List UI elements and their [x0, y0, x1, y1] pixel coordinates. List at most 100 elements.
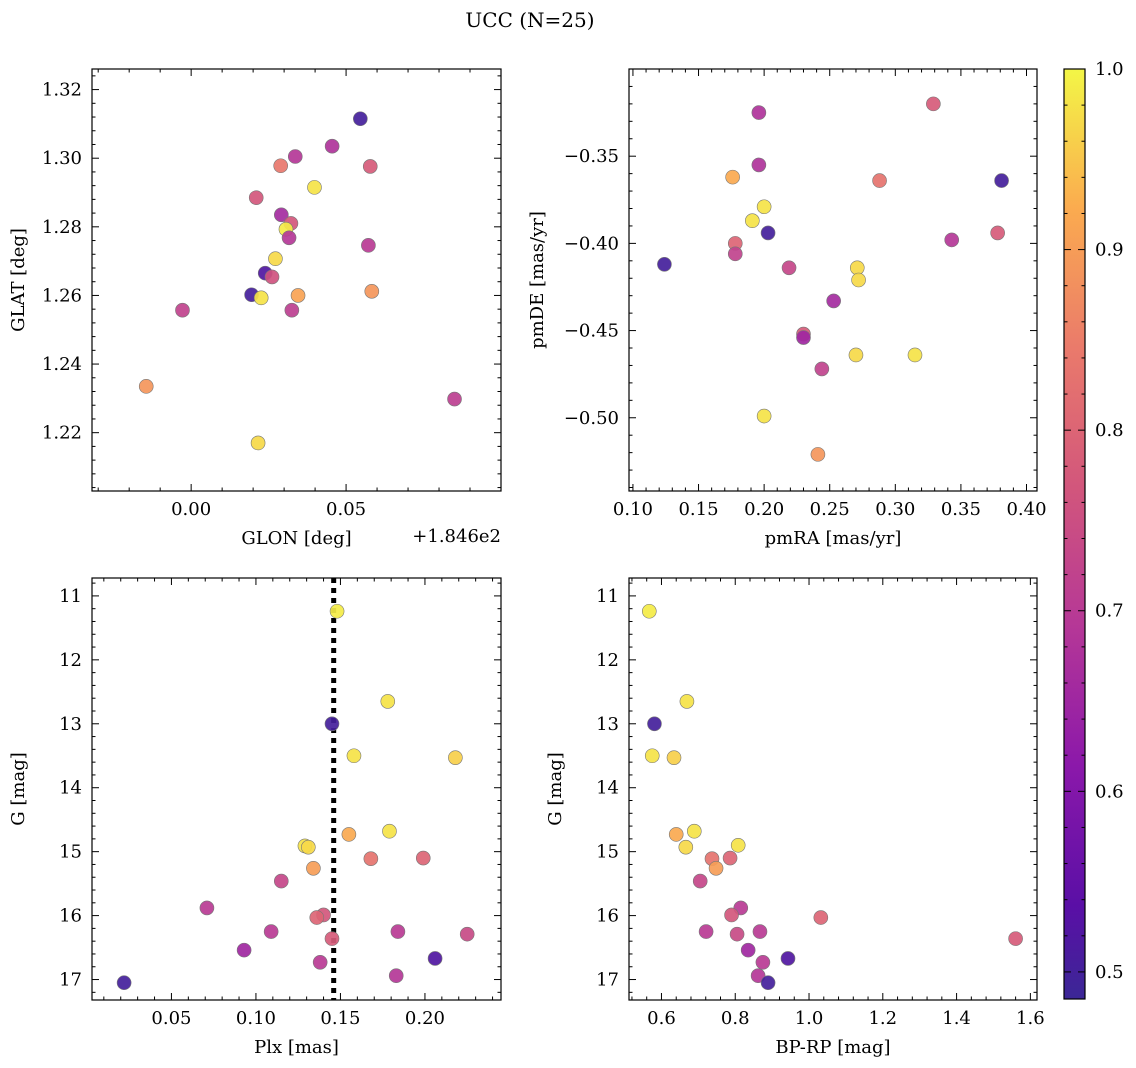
x-tick-label: 1.6	[1016, 1008, 1045, 1029]
y-tick-label: −0.45	[564, 321, 619, 342]
scatter-point	[810, 447, 826, 462]
y-tick-label: −0.40	[564, 233, 619, 254]
scatter-point	[907, 347, 923, 363]
scatter-point	[722, 850, 738, 866]
scatter-point	[459, 926, 475, 942]
x-offset-label: +1.846e2	[412, 526, 501, 547]
scatter-point	[780, 951, 796, 966]
y-tick-label: 14	[596, 778, 619, 799]
y-tick-label: 15	[596, 842, 619, 863]
panel-plx-g: 0.05 0.10 0.15 0.20 11 12 13 14 15 16 17 Plx [mas] G…	[8, 577, 502, 1058]
scatter-point	[312, 954, 328, 970]
x-axis-label: GLON [deg]	[241, 528, 351, 549]
scatter-point	[944, 232, 960, 248]
plot-area	[138, 111, 462, 451]
scatter-point	[727, 246, 743, 262]
x-tick-label: 1.0	[795, 1008, 824, 1029]
y-tick-label: 12	[59, 650, 82, 671]
scatter-point	[781, 260, 797, 276]
scatter-point	[382, 823, 397, 839]
scatter-point	[341, 827, 357, 842]
panel-glon-glat: 0.00 0.05 1.22 1.24 1.26 1.28 1.30 1.32 GLON [de…	[8, 68, 502, 549]
scatter-point	[756, 199, 772, 215]
y-tick-label: 16	[596, 906, 619, 927]
scatter-point	[724, 907, 739, 923]
x-tick-label: 0.05	[151, 1008, 191, 1029]
scatter-point	[990, 225, 1005, 241]
scatter-point	[324, 931, 340, 946]
scatter-point	[309, 910, 325, 925]
scatter-point	[796, 330, 811, 345]
figure-title: UCC (N=25)	[465, 8, 594, 32]
scatter-point	[657, 257, 672, 272]
scatter-point	[363, 851, 379, 866]
colorbar-tick-label: 0.7	[1095, 601, 1124, 622]
y-tick-label: 1.28	[42, 217, 82, 238]
scatter-point	[364, 284, 380, 299]
scatter-point	[199, 900, 215, 916]
scatter-point	[752, 924, 768, 939]
scatter-point	[175, 302, 190, 318]
plot-area	[641, 603, 1023, 991]
scatter-point	[388, 968, 404, 984]
scatter-point	[248, 190, 264, 205]
scatter-point	[306, 860, 321, 876]
colorbar-gradient	[1063, 68, 1086, 1000]
scatter-point	[236, 942, 252, 958]
y-tick-label: 16	[59, 906, 82, 927]
scatter-point	[273, 158, 288, 174]
scatter-point	[725, 169, 740, 185]
plot-area	[657, 96, 1009, 462]
scatter-point	[116, 975, 132, 991]
scatter-point	[745, 213, 760, 229]
scatter-point	[686, 823, 702, 839]
scatter-point	[324, 716, 340, 732]
x-axis-label: pmRA [mas/yr]	[765, 528, 902, 549]
colorbar-tick-label: 0.6	[1095, 781, 1124, 802]
scatter-point	[708, 860, 724, 876]
y-tick-label: 13	[59, 714, 82, 735]
scatter-point	[849, 260, 865, 276]
scatter-point	[751, 105, 767, 120]
scatter-point	[263, 924, 279, 939]
colorbar: 0.5 0.6 0.7 0.8 0.9 1.0	[1063, 59, 1124, 1000]
scatter-point	[307, 180, 322, 195]
scatter-point	[390, 924, 406, 939]
scatter-point	[647, 716, 662, 732]
scatter-point	[813, 910, 829, 925]
y-tick-label: −0.35	[564, 146, 619, 167]
scatter-point	[353, 111, 368, 127]
y-tick-label: 12	[596, 650, 619, 671]
x-tick-label: 0.05	[326, 499, 366, 520]
scatter-point	[290, 288, 306, 303]
scatter-point	[740, 942, 756, 958]
axes-frame	[91, 68, 502, 492]
x-tick-label: 0.20	[405, 1008, 445, 1029]
scatter-point	[274, 207, 289, 223]
scatter-point	[666, 750, 682, 765]
scatter-point	[253, 290, 269, 306]
y-axis-label: GLAT [deg]	[8, 228, 29, 332]
y-axis-label: G [mag]	[8, 752, 29, 825]
colorbar-tick-label: 0.9	[1095, 240, 1124, 261]
scatter-point	[698, 924, 714, 939]
y-tick-label: 13	[596, 714, 619, 735]
y-tick-label: 1.24	[42, 354, 82, 375]
x-tick-label: 0.00	[171, 499, 211, 520]
x-tick-label: 0.10	[236, 1008, 276, 1029]
y-tick-label: −0.50	[564, 408, 619, 429]
scatter-point	[346, 748, 362, 764]
y-tick-label: 14	[59, 778, 82, 799]
scatter-point	[756, 408, 772, 424]
scatter-point	[380, 694, 396, 709]
x-tick-label: 0.15	[320, 1008, 360, 1029]
x-tick-label: 0.35	[941, 499, 981, 520]
scatter-point	[679, 694, 695, 709]
scatter-point	[264, 269, 280, 285]
scatter-point	[872, 173, 887, 188]
x-tick-label: 1.2	[868, 1008, 897, 1029]
scatter-point	[751, 157, 767, 173]
y-tick-label: 11	[596, 586, 619, 607]
x-tick-label: 0.6	[647, 1008, 676, 1029]
